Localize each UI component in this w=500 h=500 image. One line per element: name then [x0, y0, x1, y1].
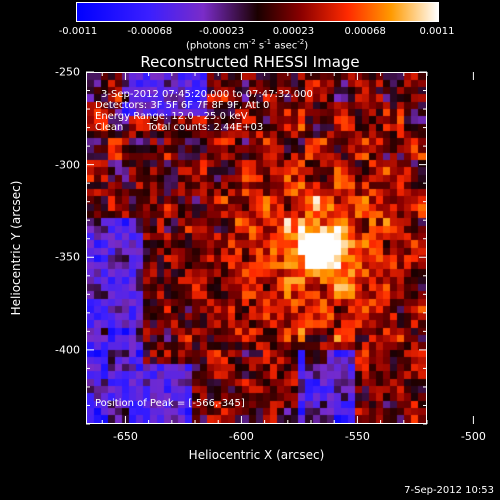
colorbar-tick-label: -0.00023 — [199, 26, 245, 37]
colorbar-tick-label: 0.0011 — [419, 26, 455, 37]
timestamp: 7-Sep-2012 10:53 — [404, 485, 494, 496]
annotation-counts: Total counts: 2.44E+03 — [147, 122, 264, 133]
x-tick-label: -500 — [460, 430, 486, 443]
chart-title: Reconstructed RHESSI Image — [140, 53, 360, 71]
annotation-method: Clean — [95, 122, 124, 133]
annotation-peak: Position of Peak = [-566,-345] — [95, 398, 245, 409]
y-tick-label: -350 — [55, 250, 80, 264]
annotation-time-range: 3-Sep-2012 07:45:20.000 to 07:47:32.000 — [101, 89, 313, 100]
colorbar-units: (photons cm-2 s-1 asec-2) — [186, 38, 309, 52]
x-tick-label: -550 — [344, 430, 370, 443]
heatmap-image — [87, 73, 426, 423]
colorbar-tick-label: -0.0011 — [58, 26, 98, 37]
annotation-detectors: Detectors: 3F 5F 6F 7F 8F 9F, Att 0 — [95, 100, 270, 111]
x-tick-label: -600 — [228, 430, 254, 443]
y-axis-label: Heliocentric Y (arcsec) — [9, 180, 23, 316]
x-axis-label: Heliocentric X (arcsec) — [188, 448, 325, 462]
y-tick-label: -250 — [55, 65, 80, 79]
annotation-energy: Energy Range: 12.0 - 25.0 keV — [95, 111, 248, 122]
colorbar-tick-label: -0.00068 — [127, 26, 173, 37]
colorbar — [76, 2, 439, 22]
x-tick-label: -650 — [112, 430, 138, 443]
y-tick-label: -400 — [55, 343, 80, 357]
colorbar-tick-label: 0.00023 — [272, 26, 315, 37]
colorbar-tick-label: 0.00068 — [344, 26, 386, 37]
y-tick-label: -300 — [55, 158, 80, 172]
plot-area: 3-Sep-2012 07:45:20.000 to 07:47:32.000 … — [86, 72, 427, 424]
